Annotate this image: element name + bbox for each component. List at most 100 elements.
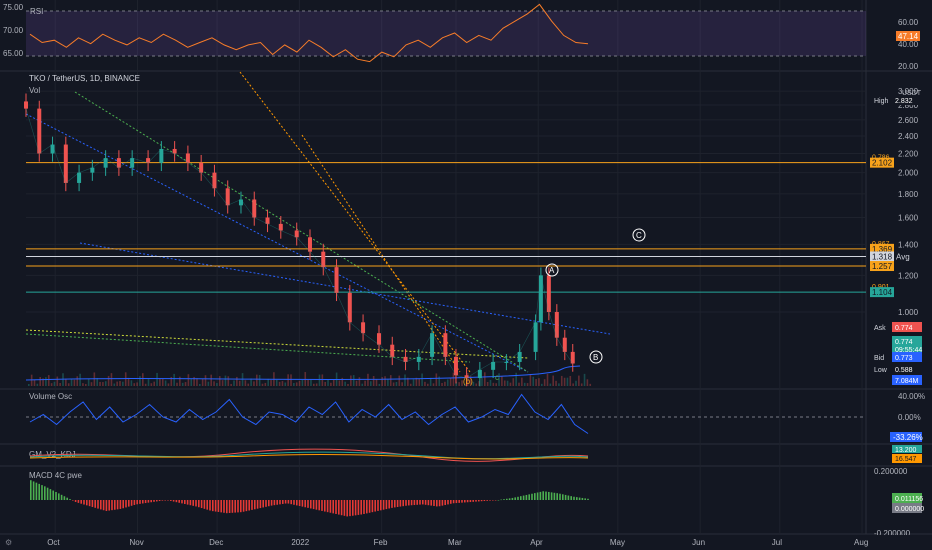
macd-histogram-bar bbox=[284, 500, 287, 504]
macd-histogram-bar bbox=[410, 500, 413, 506]
volume-bar bbox=[159, 378, 161, 386]
volume-bar bbox=[378, 383, 381, 386]
candle-body bbox=[321, 251, 326, 268]
macd-histogram-bar bbox=[41, 485, 43, 500]
scale-badge bbox=[892, 352, 922, 362]
candle-body bbox=[453, 356, 458, 376]
rsi-axis-left-label: 75.00 bbox=[3, 3, 24, 12]
scale-badge bbox=[892, 364, 922, 374]
volume-bar bbox=[355, 380, 358, 386]
volume-bar bbox=[478, 381, 480, 386]
macd-histogram-bar bbox=[475, 500, 477, 502]
macd-histogram-bar bbox=[534, 493, 536, 500]
volume-bar bbox=[569, 375, 572, 386]
volume-bar bbox=[210, 374, 212, 386]
volume-bar bbox=[481, 377, 483, 386]
volume-bar bbox=[153, 381, 155, 386]
macd-histogram-bar bbox=[55, 491, 57, 500]
candle-body bbox=[63, 144, 68, 183]
volume-bar bbox=[401, 382, 403, 386]
level-badge-value: 1.318 bbox=[872, 252, 893, 261]
scale-badge-tag: Bid bbox=[874, 355, 884, 362]
macd-histogram-bar bbox=[564, 494, 567, 500]
macd-histogram-bar bbox=[324, 500, 326, 512]
macd-histogram-bar bbox=[94, 500, 96, 508]
time-axis-background bbox=[0, 535, 932, 550]
macd-histogram-bar bbox=[553, 492, 556, 500]
volume-bar bbox=[184, 382, 187, 386]
macd-histogram-bar bbox=[559, 493, 561, 500]
volume-bar bbox=[541, 383, 543, 386]
macd-histogram-bar bbox=[433, 500, 435, 507]
macd-histogram-bar bbox=[531, 493, 533, 500]
level-badge-value: 1.257 bbox=[872, 262, 893, 271]
macd-histogram-bar bbox=[268, 500, 270, 507]
rsi-title: RSI bbox=[30, 7, 43, 16]
macd-histogram-bar bbox=[97, 500, 99, 509]
macd-histogram-bar bbox=[402, 500, 404, 507]
volume-bar bbox=[65, 378, 67, 386]
macd-histogram-bar bbox=[290, 500, 292, 505]
volume-bar bbox=[139, 376, 141, 386]
candle-body bbox=[265, 217, 270, 224]
macd-histogram-bar bbox=[276, 500, 278, 505]
macd-histogram-bar bbox=[234, 500, 236, 513]
rsi-axis-right-label: 60.00 bbox=[898, 18, 919, 27]
volume-bar bbox=[560, 375, 563, 386]
macd-histogram-bar bbox=[335, 500, 337, 514]
macd-histogram-bar bbox=[562, 494, 564, 500]
volume-bar bbox=[310, 379, 312, 386]
wave-sublabel: (b) bbox=[463, 377, 473, 386]
volume-bar bbox=[284, 382, 287, 386]
volume-bar bbox=[444, 381, 446, 386]
kdj-badge-value: 16.547 bbox=[895, 456, 917, 463]
macd-histogram-bar bbox=[69, 499, 71, 500]
macd-histogram-bar bbox=[228, 500, 231, 513]
trendline-orange-2 bbox=[301, 134, 461, 373]
volume-bar bbox=[424, 381, 426, 386]
volume-bar bbox=[392, 382, 395, 386]
level-badge bbox=[870, 251, 894, 262]
macd-histogram-bar bbox=[310, 500, 312, 509]
macd-histogram-bar bbox=[511, 497, 514, 500]
candle-body bbox=[491, 361, 496, 370]
volume-bar bbox=[415, 377, 418, 386]
volume-bar bbox=[247, 383, 250, 386]
macd-histogram-bar bbox=[161, 500, 164, 501]
macd-histogram-bar bbox=[256, 500, 259, 509]
volume-bar bbox=[275, 379, 278, 386]
volume-bar bbox=[187, 374, 190, 386]
candle-body bbox=[538, 275, 543, 323]
volume-bar bbox=[412, 379, 415, 386]
macd-histogram-bar bbox=[72, 500, 74, 501]
volume-bar bbox=[96, 377, 98, 386]
macd-histogram-bar bbox=[172, 500, 175, 502]
volume-bar bbox=[216, 383, 218, 386]
rsi-axis-right-label: 40.00 bbox=[898, 40, 919, 49]
scale-badge-value: 0.773 bbox=[895, 355, 913, 362]
macd-histogram-bar bbox=[464, 500, 466, 503]
volume-bar bbox=[156, 372, 158, 386]
scale-badge bbox=[892, 95, 922, 105]
macd-histogram-bar bbox=[483, 500, 486, 502]
macd-histogram-bar bbox=[304, 500, 306, 508]
wave-label-circle bbox=[545, 263, 559, 277]
macd-histogram-bar bbox=[298, 500, 301, 507]
volume-bar bbox=[464, 383, 466, 386]
volume-bar bbox=[127, 377, 130, 386]
volume-bar bbox=[389, 375, 392, 386]
macd-title: MACD 4C pwe bbox=[29, 471, 82, 480]
candle-body bbox=[252, 199, 257, 218]
volume-bar bbox=[267, 378, 269, 386]
volume-bar bbox=[227, 376, 230, 386]
volume-bar bbox=[586, 379, 589, 386]
macd-histogram-bar bbox=[63, 496, 66, 500]
macd-histogram-bar bbox=[293, 500, 295, 505]
rsi-axis-left-label: 65.00 bbox=[3, 49, 24, 58]
volume-bar bbox=[164, 380, 167, 386]
macd-histogram-bar bbox=[181, 500, 183, 504]
volume-bar bbox=[179, 376, 181, 386]
candle-body bbox=[334, 267, 339, 293]
macd-histogram-bar bbox=[307, 500, 309, 508]
